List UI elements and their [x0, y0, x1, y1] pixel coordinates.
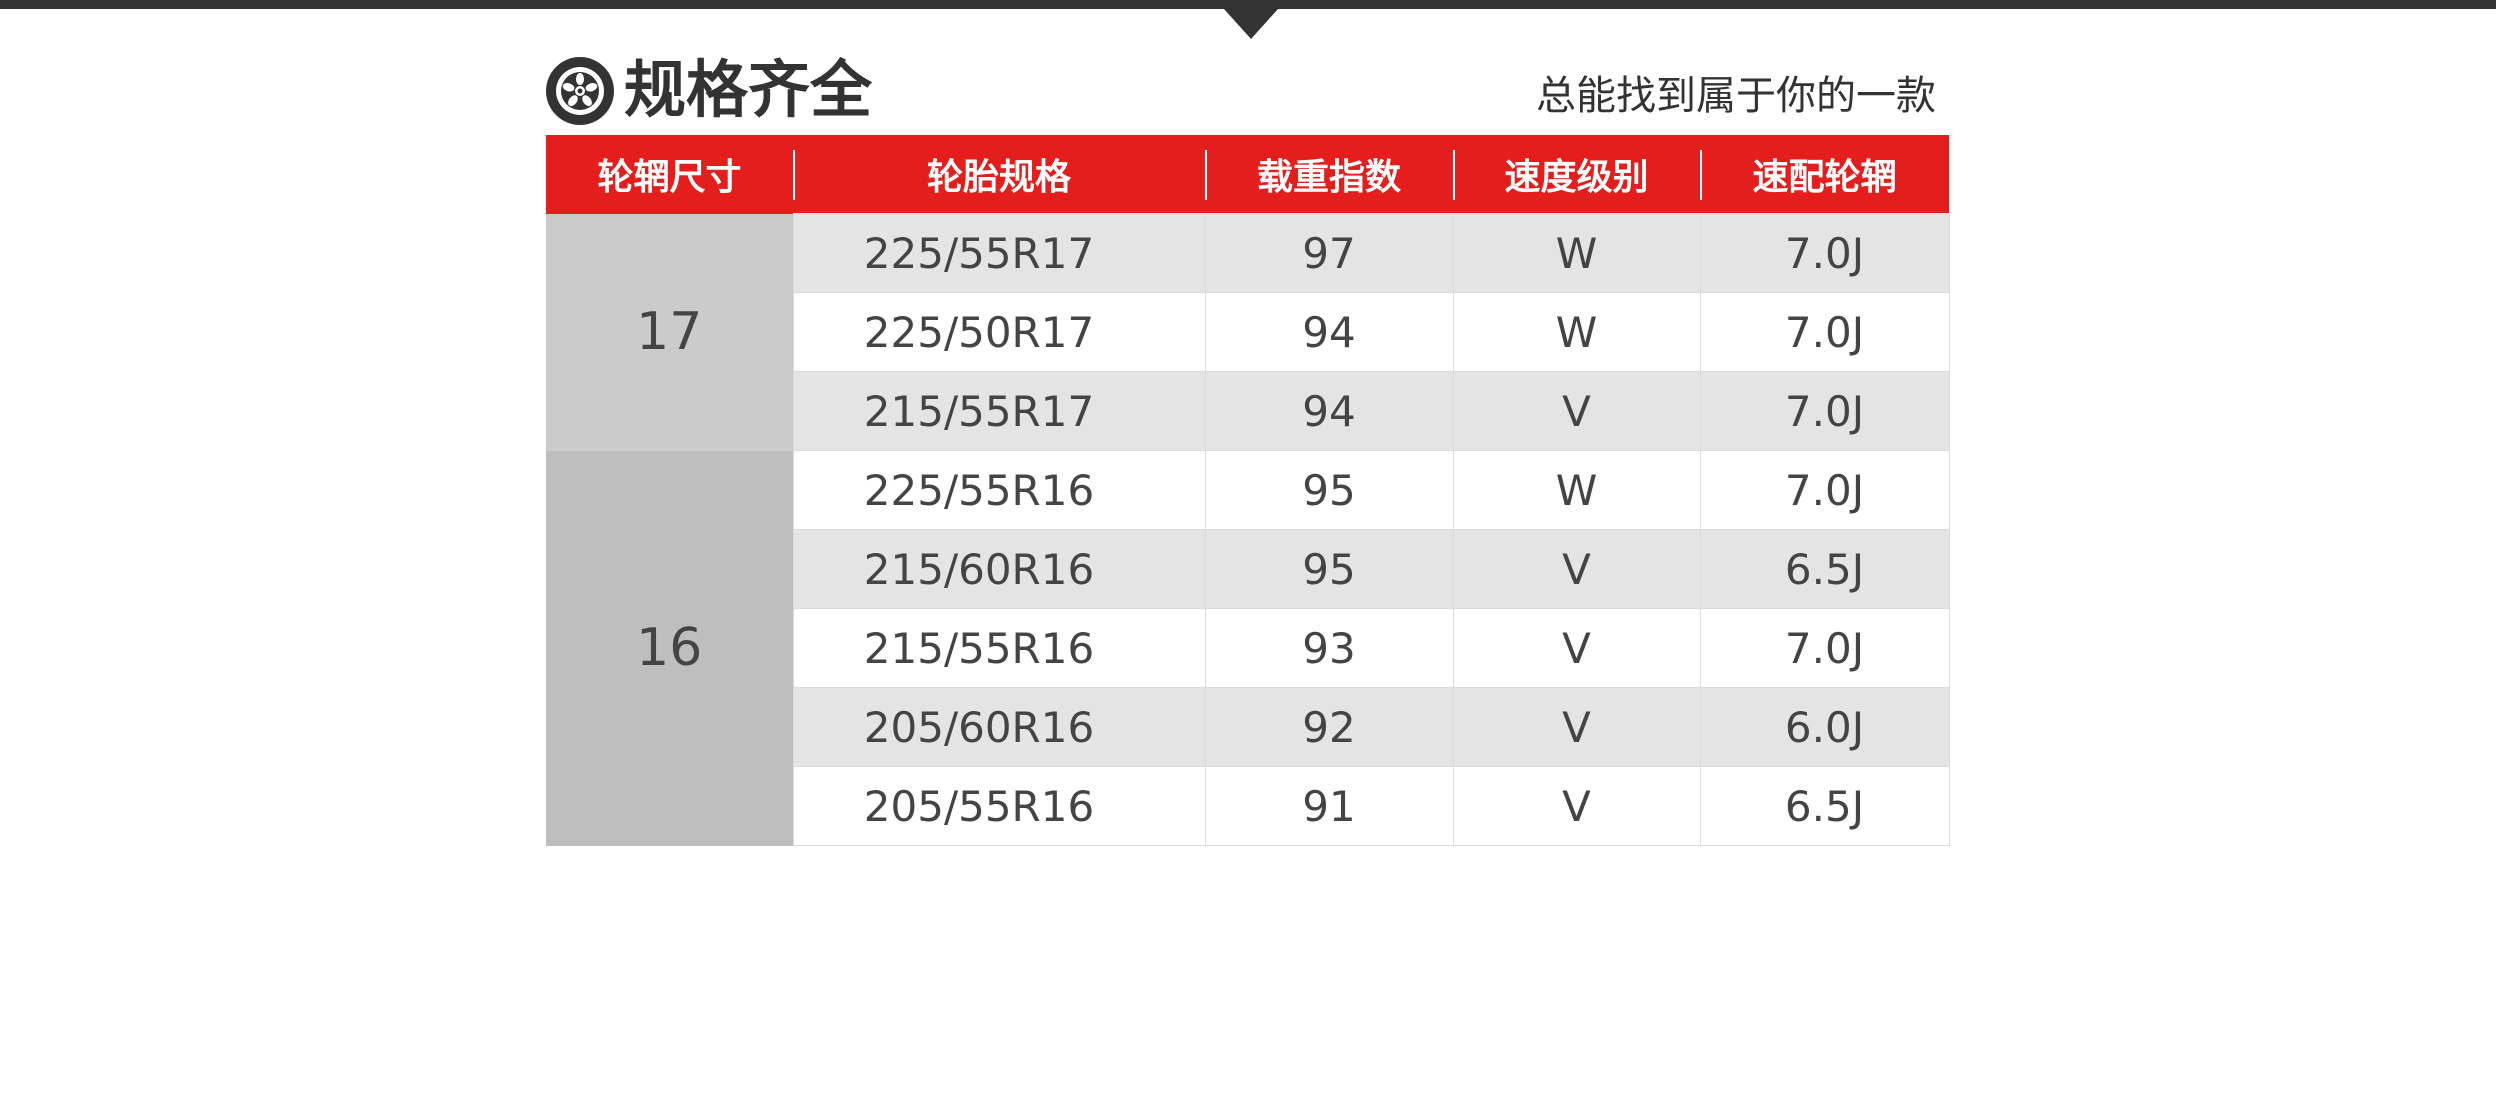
column-header-load-index: 载重指数: [1205, 135, 1453, 214]
speed-rating-cell: W: [1452, 292, 1701, 372]
column-header-label: 轮胎规格: [926, 157, 1071, 198]
wheel-width-cell: 6.5J: [1699, 529, 1950, 609]
tire-spec-cell: 225/55R17: [792, 213, 1206, 293]
column-header-label: 速度级别: [1504, 157, 1649, 198]
wheel-width-cell: 7.0J: [1699, 608, 1950, 688]
table-row: 225/50R17 94 W 7.0J: [546, 292, 1950, 372]
tire-spec-cell: 215/55R16: [792, 608, 1206, 688]
wheel-width-cell: 6.5J: [1699, 766, 1950, 846]
section-subtitle: 总能找到属于你的一款: [1536, 73, 1936, 119]
table-row: 17 225/55R17 97 W 7.0J: [546, 213, 1950, 451]
load-index-cell: 92: [1204, 687, 1454, 767]
wheel-width-cell: 7.0J: [1699, 292, 1950, 372]
table-row: 205/55R16 91 V 6.5J: [546, 766, 1950, 846]
table-row: 16 225/55R16 95 W 7.0J: [546, 450, 1950, 846]
load-index-cell: 95: [1204, 450, 1454, 530]
speed-rating-cell: W: [1452, 213, 1701, 293]
tire-spec-cell: 205/55R16: [792, 766, 1206, 846]
speed-rating-cell: V: [1452, 766, 1701, 846]
wheel-width-cell: 7.0J: [1699, 213, 1950, 293]
top-bar-notch: [1224, 9, 1278, 39]
tire-spec-cell: 225/55R16: [792, 450, 1206, 530]
speed-rating-cell: V: [1452, 608, 1701, 688]
column-header-tire-spec: 轮胎规格: [793, 135, 1205, 214]
table-row: 215/55R17 94 V 7.0J: [546, 371, 1950, 451]
load-index-cell: 91: [1204, 766, 1454, 846]
load-index-cell: 94: [1204, 371, 1454, 451]
tire-spec-table: 轮辋尺寸 轮胎规格 载重指数 速度级别 速配轮辋 17 225/55R17 97 W 7…: [546, 135, 1950, 846]
wheel-width-cell: 7.0J: [1699, 450, 1950, 530]
wheel-width-cell: 6.0J: [1699, 687, 1950, 767]
speed-rating-cell: V: [1452, 687, 1701, 767]
column-header-rim-size: 轮辋尺寸: [546, 135, 793, 214]
section-title: 规格齐全: [624, 53, 873, 126]
load-index-cell: 95: [1204, 529, 1454, 609]
top-bar: [0, 0, 2496, 9]
table-header-row: 轮辋尺寸 轮胎规格 载重指数 速度级别 速配轮辋: [546, 135, 1949, 214]
column-divider: [1700, 150, 1702, 200]
column-header-wheel-width: 速配轮辋: [1700, 135, 1949, 214]
speed-rating-cell: V: [1452, 371, 1701, 451]
column-header-label: 载重指数: [1256, 157, 1401, 198]
table-row: 215/55R16 93 V 7.0J: [546, 608, 1950, 688]
speed-rating-cell: W: [1452, 450, 1701, 530]
column-header-label: 轮辋尺寸: [597, 157, 742, 199]
wheel-icon: [546, 57, 614, 125]
column-header-label: 速配轮辋: [1752, 157, 1897, 198]
column-divider: [1453, 150, 1455, 200]
load-index-cell: 94: [1204, 292, 1454, 372]
tire-spec-cell: 205/60R16: [792, 687, 1206, 767]
speed-rating-cell: V: [1452, 529, 1701, 609]
load-index-cell: 93: [1204, 608, 1454, 688]
wheel-width-cell: 7.0J: [1699, 371, 1950, 451]
column-divider: [1205, 150, 1207, 200]
table-row: 215/60R16 95 V 6.5J: [546, 529, 1950, 609]
rim-size-cell: 17: [546, 213, 793, 451]
tire-spec-cell: 215/60R16: [792, 529, 1206, 609]
table-row: 205/60R16 92 V 6.0J: [546, 687, 1950, 767]
column-header-speed-rating: 速度级别: [1453, 135, 1700, 214]
column-divider: [793, 150, 795, 200]
tire-spec-cell: 215/55R17: [792, 371, 1206, 451]
tire-spec-cell: 225/50R17: [792, 292, 1206, 372]
rim-size-cell: 16: [546, 450, 793, 846]
load-index-cell: 97: [1204, 213, 1454, 293]
